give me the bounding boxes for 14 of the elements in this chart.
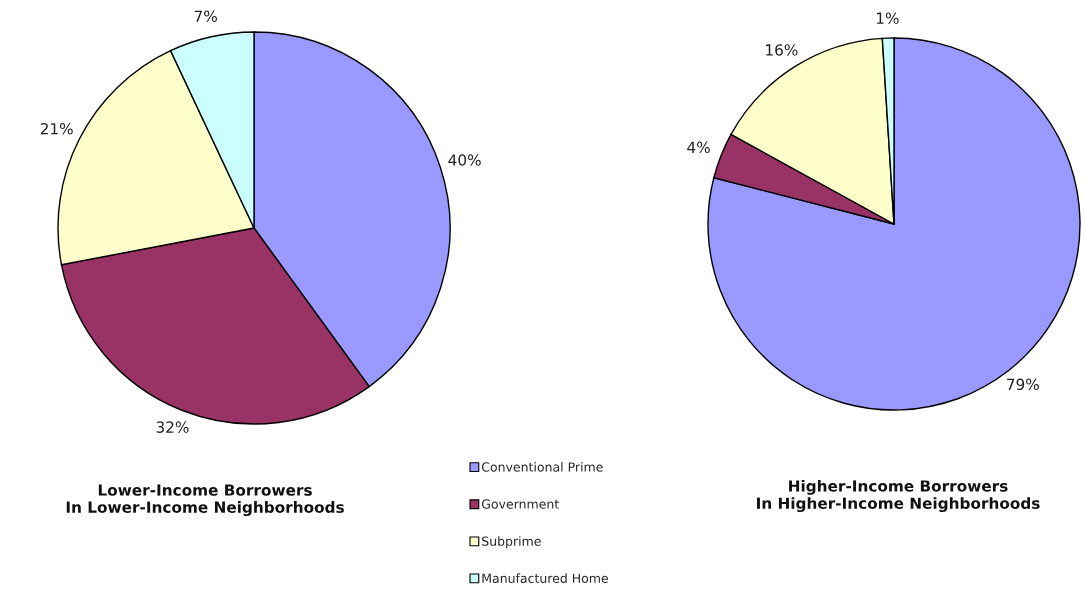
legend-label: Conventional Prime — [481, 462, 603, 472]
data-label: 21% — [40, 123, 73, 135]
text: Lower-Income Borrowers In Lower-Income Neighborhoods — [66, 484, 344, 517]
legend-label: Manufactured Home — [482, 573, 608, 583]
data-label: 7% — [194, 10, 217, 23]
data-label: 40% — [448, 154, 481, 166]
data-label: 4% — [687, 141, 710, 154]
legend-label: Government — [481, 499, 559, 509]
legend-label: Subprime — [482, 536, 541, 549]
text: Higher-Income Borrowers In Higher-Income Neighborhoods — [757, 479, 1040, 513]
data-label: 1% — [876, 12, 899, 24]
data-label: 79% — [1007, 378, 1039, 391]
data-label: 16% — [766, 44, 798, 56]
data-label: 32% — [156, 421, 189, 433]
